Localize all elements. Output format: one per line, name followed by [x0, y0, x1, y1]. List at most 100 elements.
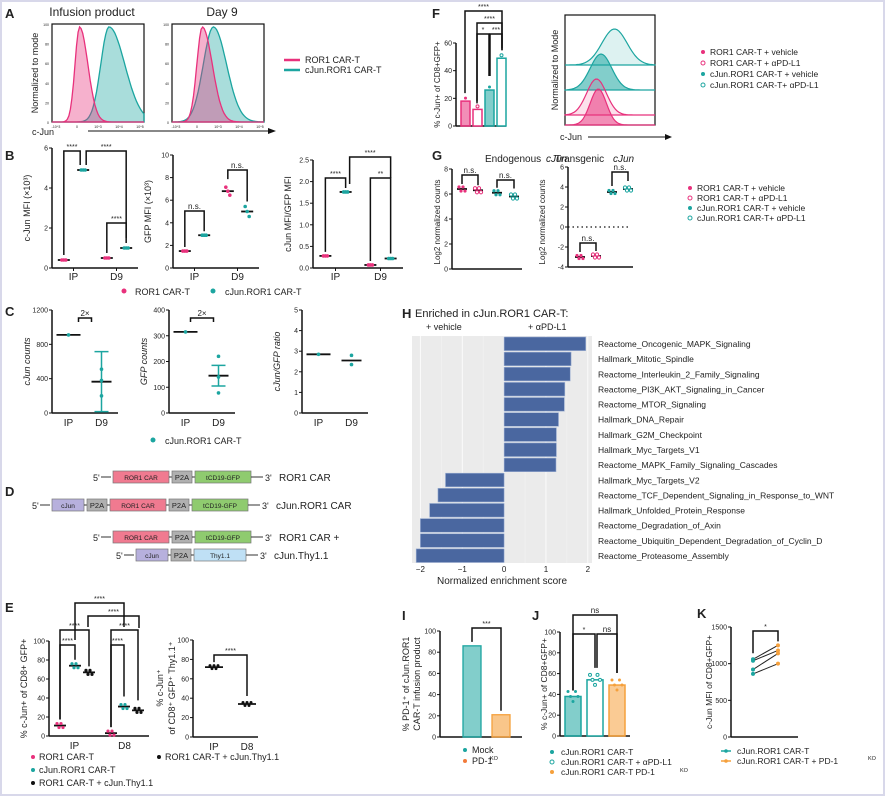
enrichment-term-label: Reactome_MAPK_Family_Signaling_Cascades — [598, 460, 778, 470]
chart-k-y-tick-label: 1500 — [711, 625, 727, 632]
sig-bracket — [579, 242, 597, 252]
sig-label: ** — [378, 171, 384, 178]
chart-g1-data-point — [514, 196, 520, 201]
chart-e1-data-point — [86, 672, 90, 676]
arrow-head-icon — [665, 134, 672, 140]
histogram-day9-y-tick-label: 100 — [163, 23, 169, 27]
enrichment-bar — [503, 457, 557, 473]
chart-k-data-point — [751, 671, 755, 676]
chart-g2-data-point — [577, 256, 581, 261]
chart-b3-y-tick-label: 2.0 — [299, 179, 309, 186]
chart-b2-x-tick-label: IP — [190, 272, 200, 283]
enrichment-term-label: Reactome_Ubiquitin_Dependent_Degradation… — [598, 536, 822, 546]
legend-label-ror1: ROR1 CAR-T — [305, 55, 361, 65]
chart-e2-y-tick-label: 40 — [181, 696, 189, 703]
chart-i-y-tick-label: 20 — [428, 713, 436, 720]
chart-g1-y-tick-label: 8 — [444, 167, 448, 174]
chart-i-y-tick-label: 60 — [428, 671, 436, 678]
chart-e1-x-tick-label: IP — [70, 741, 80, 752]
data-point — [99, 394, 104, 398]
chart-c3-y-label: cJun/GFP ratio — [272, 332, 282, 392]
three-prime-label: 3' — [265, 473, 272, 483]
chart-j-data-point — [620, 683, 624, 687]
enrichment-title: Enriched in cJun.ROR1 CAR-T: — [415, 308, 568, 320]
chart-g1-y-tick-label: 6 — [444, 192, 448, 199]
sig-bracket — [752, 630, 779, 654]
chart-j-y-tick-label: 60 — [548, 671, 556, 678]
chart-g2-data-point — [607, 188, 611, 193]
legend-label-e2: ROR1 CAR-T + cJun.Thy1.1 — [165, 752, 279, 762]
chart-c1-y-tick-label: 400 — [36, 376, 48, 383]
legend-dot — [701, 50, 705, 54]
legend-dot — [700, 60, 706, 66]
chart-b1-y-tick-label: 4 — [44, 186, 48, 193]
enrichment-term-label: Reactome_Interleukin_2_Family_Signaling — [598, 369, 760, 379]
chart-e1-data-point — [106, 729, 110, 733]
chart-b2-y-tick-label: 0 — [165, 266, 169, 273]
enrichment-bar — [415, 548, 505, 563]
chart-j-data-point — [590, 677, 595, 682]
histogram-day9-y-tick-label: 40 — [165, 82, 169, 86]
chart-c3-x-tick-label: D9 — [345, 418, 358, 429]
chart-g2-y-tick-label: 2 — [560, 205, 564, 212]
sig-bracket — [369, 177, 392, 261]
construct-block-label: P2A — [172, 501, 186, 510]
chart-e2-data-point — [243, 704, 247, 708]
stacked-histogram-layer-0 — [565, 28, 656, 66]
three-prime-label: 3' — [262, 501, 269, 511]
legend-dot — [463, 748, 467, 752]
legend-dot — [724, 749, 728, 753]
chart-b2-y-tick-label: 8 — [165, 175, 169, 182]
chart-e1-data-point — [72, 666, 76, 670]
five-prime-label: 5' — [32, 501, 39, 511]
enrichment-term-label: Reactome_Oncogenic_MAPK_Signaling — [598, 339, 751, 349]
chart-k-paired-line — [752, 650, 779, 662]
chart-j-data-point — [588, 672, 592, 677]
chart-c1-y-tick-label: 1200 — [32, 308, 48, 315]
sig-bracket — [572, 633, 596, 691]
legend-label-e-2: ROR1 CAR-T + cJun.Thy1.1 — [39, 778, 153, 788]
chart-e1-y-tick-label: 100 — [33, 639, 45, 646]
data-point — [216, 354, 221, 359]
chart-e1-data-point — [123, 702, 127, 707]
chart-g1-data-point — [459, 189, 463, 193]
histogram-infusion-y-tick-label: 60 — [45, 62, 49, 66]
chart-g2-data-point — [628, 188, 634, 193]
chart-b3-y-tick-label: 0.5 — [299, 244, 309, 251]
sig-bracket — [106, 222, 127, 253]
legend-dot — [31, 755, 35, 759]
chart-e1-data-point — [70, 662, 74, 666]
data-point — [349, 353, 354, 358]
chart-e1-data-point — [108, 733, 112, 737]
chart-b2-data-point — [228, 193, 232, 197]
chart-g1-data-point — [494, 193, 498, 197]
chart-c2-y-tick-label: 300 — [153, 333, 165, 340]
chart-b2-y-label: GFP MFI (×10³) — [143, 180, 153, 243]
chart-e2-y-tick-label: 80 — [181, 657, 189, 664]
chart-j-data-point — [613, 683, 616, 687]
chart-j-data-point — [566, 689, 570, 693]
sig-label: n.s. — [188, 202, 201, 211]
chart-g1-data-point — [496, 189, 500, 193]
chart-f-y-tick-label: 60 — [444, 41, 452, 48]
panel-label-E: E — [5, 600, 14, 615]
chart-j-data-point — [576, 694, 580, 698]
chart-f-y-tick-label: 40 — [444, 68, 452, 75]
chart-i-bar-mock — [462, 645, 482, 738]
chart-k-data-point — [776, 661, 780, 666]
chart-b1-y-tick-label: 0 — [44, 266, 48, 273]
construct-block-label: ROR1 CAR — [124, 475, 158, 482]
chart-e1-data-point — [119, 702, 123, 707]
legend-dot — [550, 770, 554, 774]
legend-label-f-2: cJun.ROR1 CAR-T + vehicle — [710, 69, 819, 79]
construct-name-2: ROR1 CAR + — [279, 533, 339, 544]
chart-j-data-point — [571, 699, 575, 703]
chart-j-data-point — [595, 672, 600, 677]
chart-g2-title: Transgenic — [555, 154, 604, 165]
legend-dot — [549, 759, 555, 765]
five-prime-label: 5' — [93, 533, 100, 543]
sig-label: ns — [591, 606, 599, 615]
chart-b1-y-tick-label: 6 — [44, 146, 48, 153]
chart-k-y-label: c-Jun MFI of CD8+GFP+ — [704, 635, 714, 729]
chart-g2-y-tick-label: 6 — [560, 165, 564, 172]
